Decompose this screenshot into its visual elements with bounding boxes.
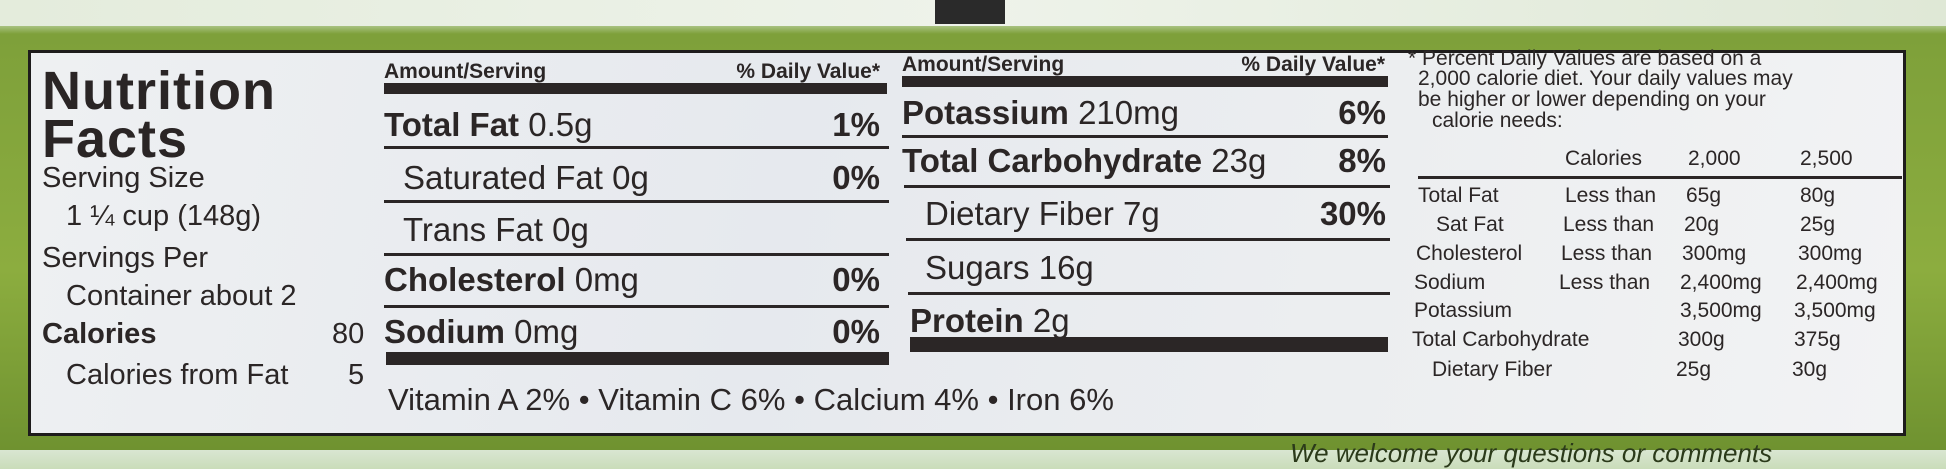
bullet: •	[987, 382, 999, 417]
cholesterol-row: Cholesterol 0mg	[384, 261, 639, 298]
saturated-fat-row: Saturated Fat 0g	[403, 159, 649, 196]
iron: Iron 6%	[1007, 382, 1114, 417]
calories-from-fat-value: 5	[348, 359, 365, 391]
potassium-dv: 6%	[1338, 94, 1386, 131]
divider	[902, 135, 1388, 138]
protein-row: Protein 2g	[910, 302, 1070, 339]
saturated-fat-dv: 0%	[832, 159, 880, 196]
footnote-line-2: 2,000 calorie diet. Your daily values ma…	[1418, 67, 1793, 90]
dv-row-qualifier: Less than	[1565, 184, 1657, 207]
dv-row-label: Sat Fat	[1436, 213, 1504, 236]
dietary-fiber-dv: 30%	[1319, 195, 1386, 232]
dv-row-2500: 80g	[1800, 184, 1836, 207]
dv-row-2500: 25g	[1800, 213, 1836, 236]
footnote-line-4: calorie needs:	[1432, 109, 1563, 132]
potassium-row: Potassium 210mg	[902, 94, 1179, 131]
cholesterol-dv: 0%	[832, 261, 880, 298]
divider	[384, 305, 889, 308]
servings-per-value: Container about 2	[66, 280, 297, 312]
dv-row-2500: 375g	[1794, 328, 1841, 351]
divider	[384, 253, 889, 256]
total-carbohydrate-row: Total Carbohydrate 23g	[902, 142, 1267, 179]
total-carbohydrate-dv: 8%	[1338, 142, 1386, 179]
nutrition-label	[28, 50, 1906, 436]
calories-from-fat-label: Calories from Fat	[66, 359, 289, 391]
dv-row-2500: 3,500mg	[1794, 299, 1876, 322]
serving-size-value: 1 ¼ cup (148g)	[66, 200, 262, 232]
bullet: •	[794, 382, 805, 417]
dv-row-2500: 2,400mg	[1796, 271, 1878, 294]
dv-row-2000: 300g	[1678, 328, 1725, 351]
dv-row-2500: 300mg	[1798, 242, 1863, 265]
dv-header-calories: Calories	[1565, 147, 1643, 170]
dietary-fiber-row: Dietary Fiber 7g	[925, 195, 1160, 232]
serving-size-label: Serving Size	[42, 162, 205, 194]
dv-header-2500: 2,500	[1800, 147, 1853, 170]
trans-fat-row: Trans Fat 0g	[403, 211, 589, 248]
dv-row-2000: 20g	[1684, 213, 1720, 236]
divider	[1418, 176, 1902, 179]
dv-row-2500: 30g	[1792, 358, 1828, 381]
daily-value-header-2: % Daily Value*	[1241, 53, 1385, 76]
dv-row-label: Cholesterol	[1416, 242, 1523, 265]
dv-row-qualifier: Less than	[1563, 213, 1655, 236]
amount-serving-header-2: Amount/Serving	[902, 53, 1065, 76]
title-nutrition: Nutrition	[42, 61, 276, 121]
thick-divider	[910, 337, 1388, 352]
vitamins-row: Vitamin A 2% • Vitamin C 6% • Calcium 4%…	[388, 384, 1114, 415]
vitamin-c: Vitamin C 6%	[598, 382, 786, 417]
dv-row-qualifier: Less than	[1559, 271, 1651, 294]
footnote-line-3: be higher or lower depending on your	[1418, 88, 1766, 111]
footnote-line-1: * Percent Daily Values are based on a	[1408, 47, 1762, 70]
calcium: Calcium 4%	[813, 382, 979, 417]
sodium-row: Sodium 0mg	[384, 313, 579, 350]
dv-row-label: Total Fat	[1418, 184, 1499, 207]
dv-row-label: Potassium	[1414, 299, 1513, 322]
sodium-dv: 0%	[832, 313, 880, 350]
divider	[906, 238, 1390, 241]
title-facts: Facts	[42, 109, 189, 169]
vitamin-a: Vitamin A 2%	[388, 382, 571, 417]
package-bottom-text: We welcome your questions or comments	[1290, 438, 1773, 468]
divider	[908, 292, 1390, 295]
calories-label: Calories	[42, 318, 157, 350]
thick-divider	[902, 76, 1388, 87]
dv-row-label: Dietary Fiber	[1432, 358, 1553, 381]
calories-value: 80	[332, 318, 365, 350]
dv-row-label: Total Carbohydrate	[1412, 328, 1590, 351]
dv-row-2000: 25g	[1676, 358, 1712, 381]
dv-header-2000: 2,000	[1688, 147, 1741, 170]
dv-row-label: Sodium	[1414, 271, 1486, 294]
thick-divider	[386, 352, 889, 365]
sugars-row: Sugars 16g	[925, 249, 1094, 286]
daily-value-header: % Daily Value*	[736, 60, 880, 83]
bullet: •	[578, 382, 590, 417]
thick-divider	[384, 83, 887, 94]
dv-row-qualifier: Less than	[1561, 242, 1653, 265]
divider	[904, 185, 1390, 188]
dv-row-2000: 300mg	[1682, 242, 1747, 265]
dv-row-2000: 2,400mg	[1680, 271, 1762, 294]
package-dark-tab	[935, 0, 1005, 24]
servings-per-label: Servings Per	[42, 242, 209, 274]
divider	[384, 200, 889, 203]
total-fat-dv: 1%	[832, 106, 880, 143]
dv-row-2000: 3,500mg	[1680, 299, 1762, 322]
amount-serving-header: Amount/Serving	[384, 60, 547, 83]
total-fat-row: Total Fat 0.5g	[384, 106, 593, 143]
dv-row-2000: 65g	[1686, 184, 1722, 207]
divider	[384, 146, 889, 149]
